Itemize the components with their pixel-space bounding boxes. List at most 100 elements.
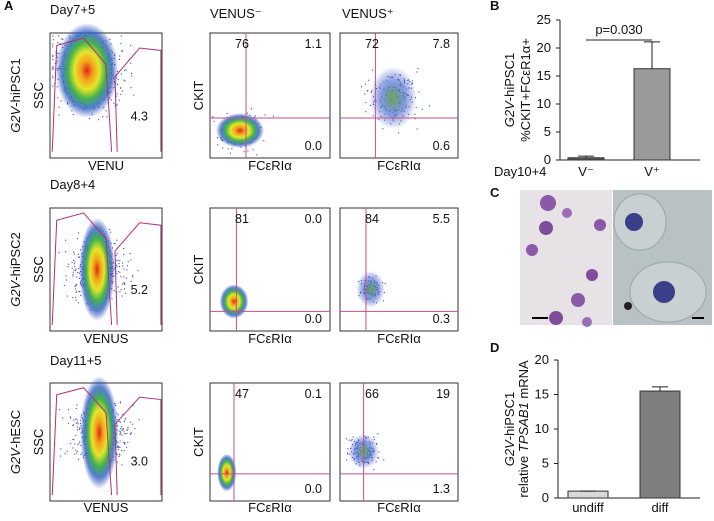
event-dot — [375, 461, 377, 463]
event-dot — [346, 452, 349, 454]
event-dot — [118, 430, 120, 432]
event-dot — [350, 440, 352, 442]
event-dot — [65, 251, 67, 253]
event-dot — [76, 450, 79, 452]
event-dot — [121, 464, 123, 466]
event-dot — [229, 152, 231, 154]
event-dot — [54, 83, 56, 85]
quadrant-value: 0.0 — [305, 212, 322, 226]
event-dot — [76, 238, 78, 240]
row-line-label: G2V-hESC — [8, 410, 23, 474]
event-dot — [118, 420, 120, 423]
y-axis-label: relative TPSAB1 mRNA — [516, 360, 531, 498]
event-dot — [130, 45, 132, 47]
event-dot — [272, 115, 274, 117]
event-dot — [123, 420, 125, 423]
event-dot — [131, 72, 133, 74]
x-tick-label: diff — [651, 500, 668, 515]
event-dot — [227, 148, 229, 150]
panel-label: C — [490, 185, 500, 200]
event-dot — [263, 140, 265, 142]
event-dot — [79, 291, 81, 293]
event-dot — [75, 291, 77, 293]
flow-plot — [49, 375, 163, 502]
event-dot — [118, 445, 120, 448]
gate — [114, 222, 162, 325]
y-axis-label-part: G2V — [502, 439, 517, 466]
event-dot — [126, 277, 128, 279]
event-dot — [72, 424, 75, 426]
event-dot — [77, 253, 79, 255]
event-dot — [116, 461, 118, 463]
event-dot — [113, 242, 115, 245]
event-dot — [120, 35, 122, 37]
event-dot — [365, 101, 367, 104]
event-dot — [122, 441, 124, 443]
event-dot — [77, 256, 79, 258]
event-dot — [124, 80, 126, 82]
gate-value: 3.0 — [131, 455, 148, 469]
quadrant-value: 47 — [235, 387, 249, 401]
event-dot — [382, 300, 385, 302]
event-dot — [124, 283, 126, 285]
event-dot — [366, 90, 368, 92]
event-dot — [52, 46, 54, 48]
y-tick-label: 15 — [535, 387, 549, 402]
flow-plot — [339, 382, 459, 502]
row-line-label-part: -hiPSC2 — [8, 232, 23, 280]
event-dot — [72, 425, 74, 427]
event-dot — [416, 128, 418, 130]
event-dot — [117, 271, 119, 273]
event-dot — [62, 417, 64, 419]
event-dot — [119, 55, 121, 57]
event-dot — [264, 114, 266, 116]
y-axis-label: CKIT — [191, 427, 206, 457]
event-dot — [127, 427, 129, 429]
x-axis-label: FCεRIα — [377, 500, 421, 515]
event-dot — [102, 116, 104, 118]
event-dot — [116, 266, 118, 268]
x-tick-label: V⁻ — [578, 164, 594, 179]
event-dot — [123, 276, 125, 278]
event-dot — [62, 38, 64, 40]
quadrant-value: 0.0 — [305, 312, 322, 326]
event-dot — [75, 284, 77, 286]
event-dot — [428, 105, 430, 107]
density — [217, 453, 237, 492]
event-dot — [106, 116, 108, 118]
event-dot — [115, 95, 117, 97]
event-dot — [116, 273, 118, 275]
event-dot — [79, 249, 81, 251]
event-dot — [119, 401, 121, 403]
x-tick-label: V⁺ — [644, 164, 660, 179]
event-dot — [346, 459, 348, 461]
event-dot — [246, 112, 249, 114]
event-dot — [72, 447, 74, 449]
bar — [567, 490, 609, 499]
event-dot — [78, 268, 80, 270]
event-dot — [254, 115, 256, 117]
y-tick-label: 0 — [544, 152, 551, 167]
event-dot — [382, 128, 384, 130]
y-axis-label-part: mRNA — [516, 360, 531, 402]
gate — [114, 396, 162, 496]
event-dot — [57, 42, 59, 44]
row-line-label-part: G2V — [8, 105, 23, 132]
event-dot — [132, 276, 134, 278]
event-dot — [119, 446, 121, 449]
event-dot — [368, 79, 370, 81]
event-dot — [72, 271, 74, 273]
event-dot — [65, 239, 67, 241]
event-dot — [130, 432, 132, 434]
event-dot — [119, 402, 121, 404]
annotation: p=0.030 — [595, 22, 642, 37]
x-axis-label: VENUS — [84, 500, 129, 515]
event-dot — [121, 450, 123, 452]
event-dot — [119, 434, 121, 436]
quadrant-value: 76 — [235, 37, 249, 51]
event-dot — [119, 260, 121, 262]
event-dot — [131, 75, 133, 77]
event-dot — [58, 35, 60, 37]
event-dot — [372, 115, 374, 117]
event-dot — [217, 137, 219, 139]
